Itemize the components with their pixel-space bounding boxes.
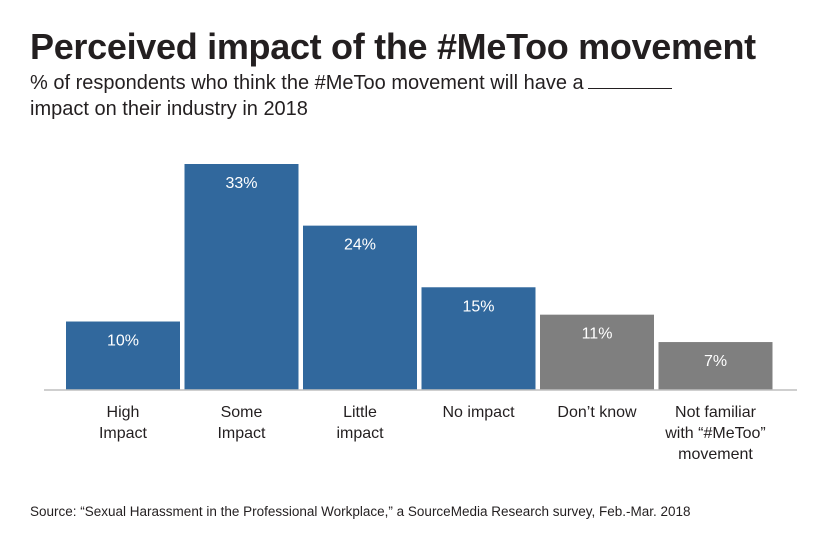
category-label-line: impact [336, 425, 384, 442]
subtitle-part-1: % of respondents who think the #MeToo mo… [30, 72, 584, 94]
bar-value-label-1: 33% [225, 175, 257, 192]
category-label-2: Little impact [336, 404, 384, 442]
category-label-line: High [107, 404, 140, 421]
chart-title: Perceived impact of the #MeToo movement [30, 26, 756, 67]
category-label-line: No impact [442, 404, 515, 421]
category-label-line: Little [343, 404, 377, 421]
category-label-line: with “#MeToo” [664, 425, 765, 442]
category-label-0: High Impact [99, 404, 148, 442]
category-label-line: Impact [99, 425, 148, 442]
category-label-line: movement [678, 446, 753, 463]
bar-1 [184, 164, 299, 390]
bar-4 [540, 314, 654, 390]
bar-value-label-0: 10% [107, 333, 139, 350]
category-label-5: Not familiar with “#MeToo” movement [664, 404, 765, 463]
category-label-3: No impact [442, 404, 515, 421]
bar-2 [303, 225, 417, 390]
category-label-line: Some [221, 404, 263, 421]
source-note: Source: “Sexual Harassment in the Profes… [30, 504, 691, 519]
bar-value-label-4: 11% [582, 326, 613, 343]
category-label-line: Don’t know [557, 404, 637, 421]
bar-0 [66, 321, 180, 390]
category-label-line: Not familiar [675, 404, 757, 421]
chart-subtitle: % of respondents who think the #MeToo mo… [30, 70, 730, 122]
bars-group: 10% 33% 24% 15% 11% 7% [66, 164, 773, 390]
bar-value-label-2: 24% [344, 237, 376, 254]
category-label-1: Some Impact [217, 404, 266, 442]
bar-3 [421, 287, 536, 390]
subtitle-blank [587, 73, 672, 89]
bar-value-label-5: 7% [704, 353, 727, 370]
category-labels-group: High Impact Some Impact Little impact No impac… [99, 404, 766, 463]
subtitle-part-2: impact on their industry in 2018 [30, 98, 308, 120]
bar-5 [658, 342, 773, 390]
bar-value-label-3: 15% [462, 298, 494, 315]
category-label-4: Don’t know [557, 404, 637, 421]
bar-chart: 10% 33% 24% 15% 11% 7% High Impact Some Impact Li… [44, 164, 797, 463]
category-label-line: Impact [217, 425, 266, 442]
